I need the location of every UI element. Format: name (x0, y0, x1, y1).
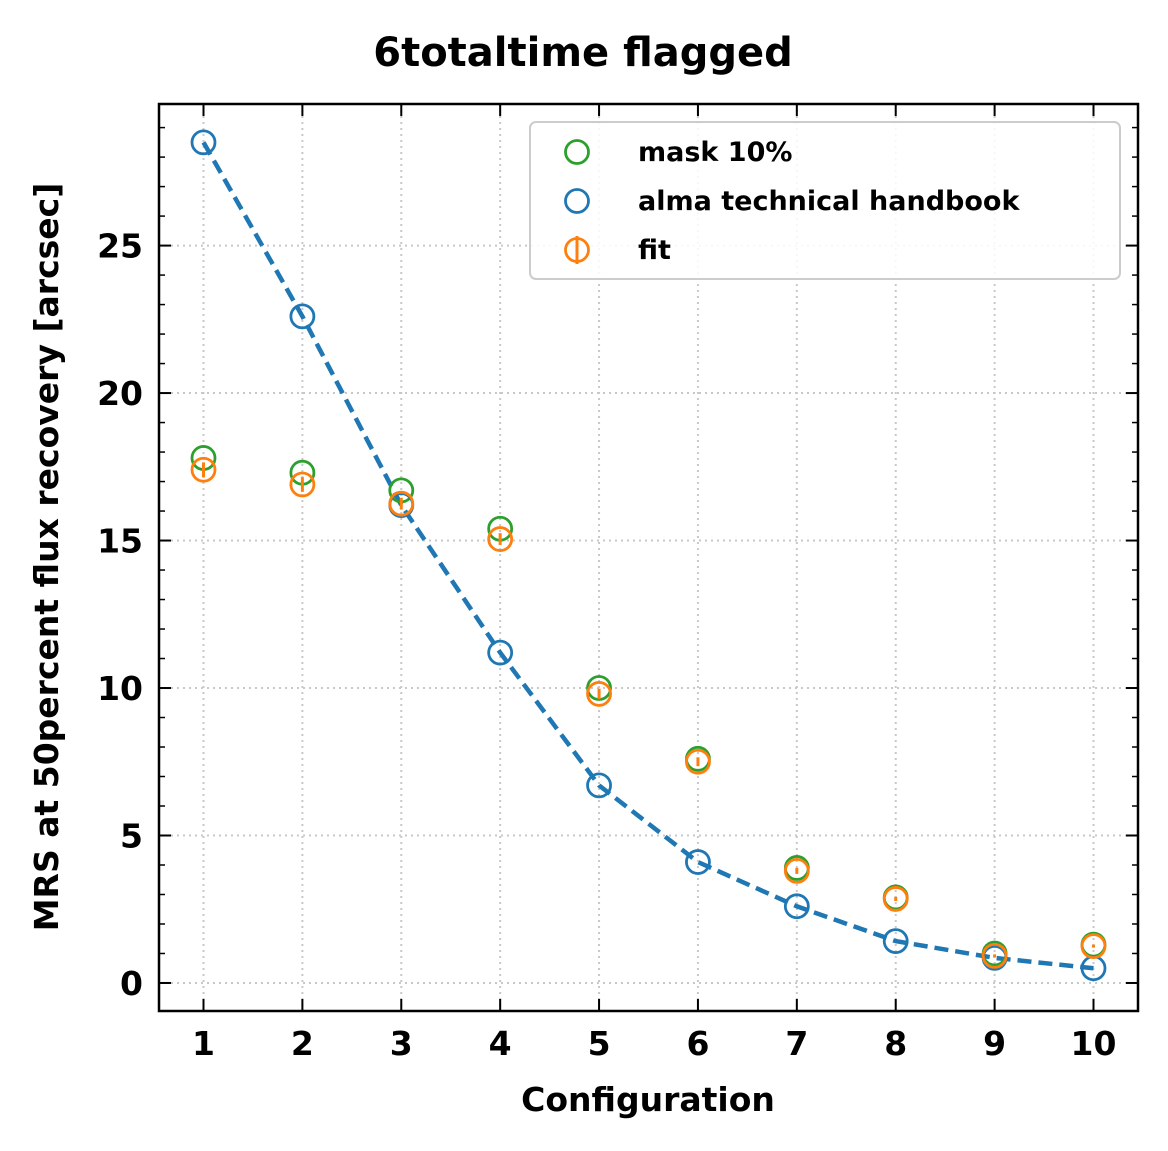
legend-frame (529, 121, 1121, 280)
fit-point (882, 886, 909, 912)
fit-point (190, 456, 217, 483)
y-tick-label: 20 (97, 374, 143, 413)
handbook-point (783, 893, 810, 920)
fit-point (586, 681, 612, 707)
plot-area (190, 129, 1107, 982)
legend-label: fit (638, 235, 671, 266)
x-tick-label: 1 (192, 1024, 215, 1063)
legend-marker (564, 188, 590, 214)
handbook-point (685, 849, 711, 875)
y-tick-label: 25 (97, 227, 143, 266)
handbook-point (586, 772, 612, 799)
legend-marker (564, 139, 590, 165)
fit-point (783, 857, 810, 884)
fit-point (685, 748, 711, 775)
handbook-point (882, 928, 909, 954)
chart-title: 6totaltime flagged (373, 30, 793, 76)
x-tick-label: 10 (1071, 1024, 1117, 1063)
fit-point (487, 526, 514, 552)
fit-point (1080, 933, 1107, 960)
x-tick-label: 2 (291, 1024, 314, 1063)
fit-point (981, 942, 1008, 969)
y-tick-label: 10 (97, 669, 143, 708)
handbook-dashed-line (201, 141, 1094, 971)
y-tick-label: 5 (120, 816, 143, 855)
axis-ticks: 1 2 3 4 5 6 7 8 9 10 0 5 10 15 20 25 (97, 104, 1138, 1063)
y-axis-label: MRS at 50percent flux recovery [arcsec] (27, 183, 66, 932)
x-tick-label: 8 (884, 1024, 907, 1063)
fit-point (388, 490, 415, 517)
x-tick-label: 9 (983, 1024, 1006, 1063)
x-tick-label: 3 (390, 1024, 413, 1063)
x-tick-label: 6 (686, 1024, 709, 1063)
x-axis-label: Configuration (521, 1080, 775, 1119)
y-tick-label: 15 (97, 522, 143, 561)
y-tick-label: 0 (120, 964, 143, 1003)
mask-point (586, 675, 612, 701)
plot-frame (157, 102, 1140, 1013)
legend-marker (564, 237, 590, 263)
legend: mask 10% alma technical handbook fit (529, 121, 1121, 280)
x-tick-label: 5 (588, 1024, 611, 1063)
x-tick-label: 4 (489, 1024, 512, 1063)
fit-point (289, 471, 316, 498)
handbook-point (487, 639, 514, 666)
x-tick-label: 7 (785, 1024, 808, 1063)
legend-label: alma technical handbook (638, 186, 1020, 217)
handbook-point (289, 303, 316, 330)
legend-label: mask 10% (638, 137, 792, 168)
handbook-point (190, 129, 217, 156)
